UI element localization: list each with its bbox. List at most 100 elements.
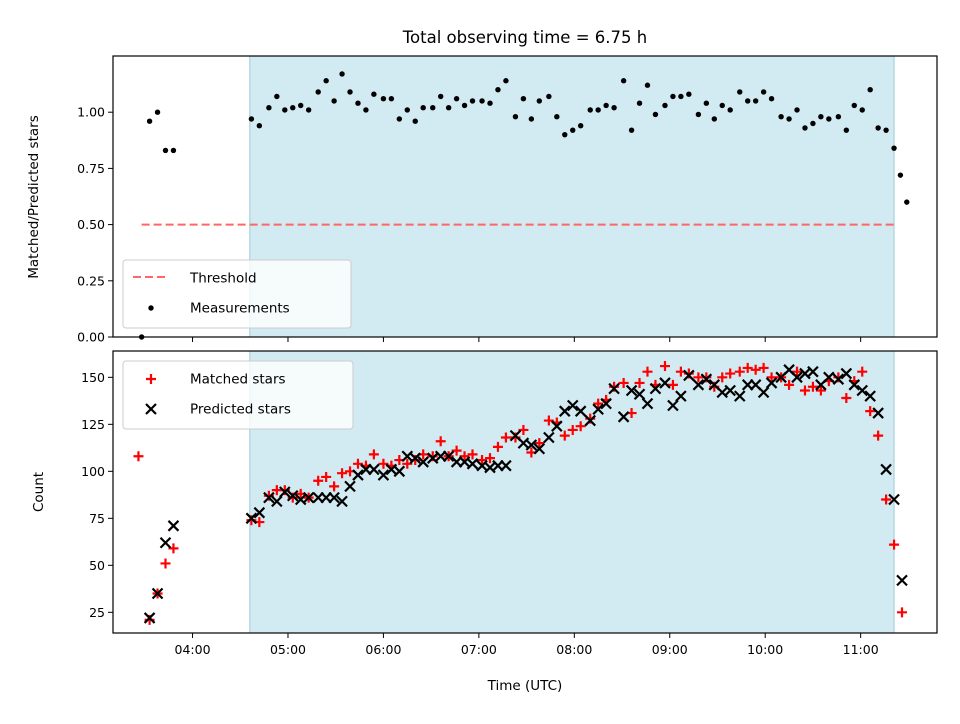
matched-star-point [518, 424, 529, 435]
legend-box [122, 360, 354, 430]
predicted-star-point [159, 536, 172, 549]
measurement-point [170, 147, 177, 154]
bottom-legend: Matched stars Predicted stars [122, 360, 354, 430]
predicted-star-point [807, 365, 819, 378]
predicted-star-point [765, 377, 778, 389]
predicted-star-point [336, 495, 348, 508]
predicted-star-point [344, 480, 356, 493]
matched-star-point [865, 406, 876, 417]
bottom-y-axis-label: Count [31, 472, 47, 512]
measurement-point [904, 199, 910, 205]
predicted-star-point [823, 371, 835, 384]
measurement-point [315, 89, 321, 95]
measurement-point [479, 98, 485, 104]
matched-star-point [725, 368, 736, 379]
measurement-point [826, 116, 832, 122]
matched-star-point [889, 539, 900, 550]
predicted-star-point [151, 587, 164, 600]
x-tick-label: 09:00 [652, 642, 688, 657]
measurement-point [778, 113, 784, 120]
matched-star-point [477, 455, 488, 466]
measurement-point [883, 127, 889, 133]
measurement-point [536, 98, 543, 104]
measurement-point [298, 102, 304, 109]
matched-star-point [337, 468, 348, 479]
matched-star-point [618, 377, 629, 388]
x-axis-label: Time (UTC) [487, 678, 563, 694]
matched-star-point [897, 607, 908, 618]
measurement-point [752, 98, 759, 104]
matched-star-point [500, 432, 511, 443]
matched-star-point [534, 438, 545, 449]
matched-star-point [750, 364, 761, 375]
bottom-y-tick-label: 150 [81, 370, 105, 385]
predicted-star-point [566, 399, 579, 412]
measurement-point [670, 93, 676, 100]
measurement-point [323, 78, 329, 84]
top-y-tick-label: 0.75 [77, 161, 105, 176]
measurement-point [162, 147, 169, 154]
measurement-point [256, 122, 263, 129]
measurement-point [875, 125, 881, 131]
measurement-point [404, 107, 410, 113]
legend-label: Predicted stars [190, 402, 291, 418]
measurement-point [546, 93, 552, 100]
predicted-star-point [692, 379, 705, 391]
bottom-series-predicted [143, 364, 908, 624]
matched-star-point [459, 451, 470, 462]
measurement-point [897, 172, 904, 178]
measurement-point [867, 87, 873, 93]
measurement-point [810, 120, 816, 127]
predicted-star-point [888, 493, 900, 506]
predicted-star-point [592, 403, 604, 416]
predicted-star-point [500, 459, 512, 472]
top-y-tick-label: 0.25 [77, 273, 105, 288]
measurement-point [154, 109, 161, 115]
matched-star-point [492, 441, 503, 452]
measurement-point [662, 102, 668, 109]
matched-star-point [881, 494, 892, 505]
predicted-star-point [683, 369, 695, 382]
x-tick-label: 08:00 [556, 642, 592, 657]
predicted-star-point [253, 506, 266, 519]
measurement-point [487, 100, 493, 106]
matched-star-point [313, 475, 324, 486]
measurement-point [636, 100, 643, 106]
measurement-point [146, 118, 153, 124]
predicted-star-point [533, 442, 546, 455]
top-series-measurements [138, 71, 910, 340]
predicted-star-point [848, 379, 861, 391]
measurement-point [290, 105, 296, 111]
predicted-star-point [608, 382, 620, 395]
measurement-point [851, 102, 857, 109]
measurement-point [248, 116, 255, 122]
predicted-star-point [543, 431, 555, 444]
measurement-point [727, 107, 733, 113]
predicted-star-point [832, 373, 845, 385]
predicted-star-point [880, 463, 892, 476]
measurement-point [512, 113, 519, 120]
measurement-point [786, 116, 792, 122]
matched-star-point [758, 362, 769, 373]
predicted-star-point [245, 512, 258, 525]
predicted-star-point [840, 367, 853, 380]
chart-title: Total observing time = 6.75 h [402, 28, 647, 47]
measurement-point [695, 111, 702, 118]
predicted-star-point [286, 489, 299, 502]
measurement-point [380, 96, 387, 102]
x-tick-label: 06:00 [365, 642, 401, 657]
predicted-star-point [143, 612, 156, 624]
matched-star-point [634, 377, 645, 388]
top-y-axis-label: Matched/Predicted stars [26, 115, 42, 278]
measurement-point [802, 125, 808, 131]
matched-star-point [352, 458, 363, 469]
predicted-star-point [896, 574, 908, 587]
x-tick-label: 07:00 [461, 642, 497, 657]
legend-measurements-swatch [148, 305, 154, 311]
x-tick-label: 10:00 [747, 642, 783, 657]
bottom-y-tick-label: 75 [89, 511, 105, 526]
measurement-point [495, 87, 501, 93]
predicted-star-point [167, 520, 180, 532]
predicted-star-point [279, 486, 291, 498]
measurement-point [266, 105, 272, 111]
